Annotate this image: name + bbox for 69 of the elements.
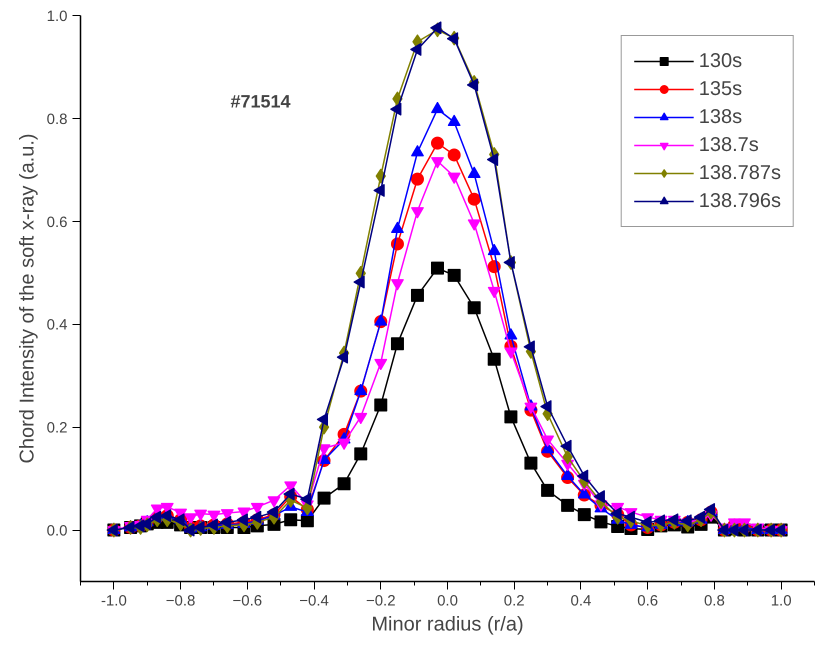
point	[266, 506, 278, 519]
legend-label: 135s	[698, 76, 742, 102]
point	[206, 518, 218, 532]
point	[541, 484, 554, 497]
point	[300, 492, 312, 506]
point	[390, 102, 402, 116]
point	[283, 488, 295, 501]
point	[284, 513, 298, 526]
point	[353, 276, 365, 289]
y-tick-label: 0.0	[46, 522, 68, 540]
x-axis-title: Minor radius (r/a)	[371, 614, 524, 636]
y-axis-title: Chord Intensity of the soft x-ray (a.u.)	[16, 133, 39, 464]
point	[354, 447, 368, 460]
legend-label: 138s	[698, 104, 742, 130]
x-tick-label: -1.0	[100, 592, 127, 610]
legend-label: 138.7s	[698, 132, 759, 158]
point	[410, 42, 422, 56]
legend-label: 130s	[698, 48, 742, 74]
x-tick-label: −0.4	[299, 592, 329, 610]
point	[540, 400, 552, 414]
point	[338, 477, 351, 490]
point	[374, 398, 388, 412]
point	[504, 410, 518, 424]
point	[150, 510, 162, 524]
point	[562, 449, 573, 464]
point	[448, 148, 461, 162]
point	[390, 337, 404, 350]
point	[448, 268, 461, 282]
x-tick-label: −0.8	[166, 592, 196, 610]
point	[578, 508, 591, 522]
point	[468, 192, 481, 206]
x-tick-label: 0.8	[704, 592, 725, 610]
x-tick-label: 0.0	[437, 592, 458, 610]
x-tick-label: 0.6	[637, 592, 658, 610]
y-tick-label: 0.6	[46, 214, 68, 231]
point	[316, 412, 328, 426]
point	[373, 184, 385, 197]
point	[410, 172, 424, 186]
annotation: #71514	[230, 92, 291, 112]
point	[220, 516, 232, 529]
x-tick-label: −0.6	[232, 592, 262, 610]
point	[430, 136, 444, 150]
point	[173, 513, 185, 526]
point	[410, 288, 424, 302]
y-tick-label: 0.4	[46, 316, 68, 334]
point	[336, 350, 348, 364]
point	[468, 301, 481, 314]
legend-label: 138.796s	[698, 188, 781, 214]
x-tick-label: 0.4	[570, 592, 592, 610]
point	[524, 456, 538, 470]
point	[160, 509, 172, 522]
point	[594, 515, 608, 528]
point	[488, 352, 501, 366]
point	[430, 21, 442, 34]
legend-label: 138.787s	[698, 160, 781, 186]
point	[466, 78, 478, 92]
x-tick-label: 1.0	[770, 592, 792, 610]
point	[318, 492, 331, 505]
x-tick-label: 0.2	[504, 592, 525, 610]
point	[236, 513, 248, 526]
point	[430, 262, 444, 275]
point	[106, 524, 118, 537]
point	[446, 32, 458, 46]
x-tick-label: −0.2	[366, 592, 396, 610]
y-tick-label: 1.0	[46, 8, 68, 25]
point	[561, 498, 574, 512]
y-tick-label: 0.8	[46, 110, 68, 128]
y-tick-label: 0.2	[46, 420, 68, 437]
point	[250, 510, 262, 524]
